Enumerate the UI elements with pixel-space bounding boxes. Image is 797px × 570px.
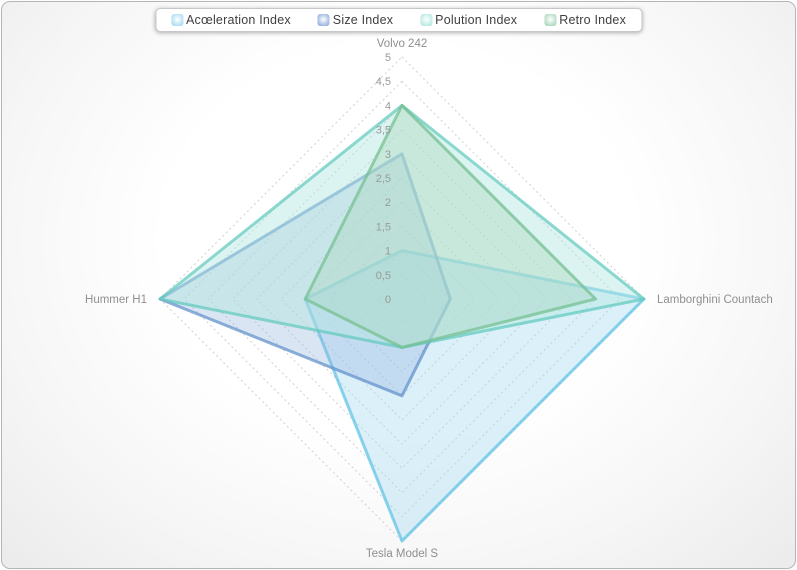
grid-ring: [256, 153, 548, 445]
legend-item-label: Polution Index: [435, 13, 518, 27]
legend-swatch-icon: [170, 14, 183, 26]
legend-swatch-icon: [420, 14, 433, 26]
legend-item-retro-index[interactable]: Retro Index: [544, 13, 626, 27]
tick-label: 5: [385, 52, 391, 64]
grid-ring: [328, 225, 476, 373]
tick-label: 4,5: [376, 76, 391, 88]
tick-label: 0: [385, 294, 391, 306]
grid-ring: [159, 56, 645, 542]
grid-ring: [280, 177, 524, 421]
chart-legend: Acœleration Index Size Index Polution Inde…: [154, 8, 643, 32]
grid-ring: [183, 80, 621, 518]
legend-item-polution-index[interactable]: Polution Index: [420, 13, 517, 27]
legend-item-label: Size Index: [332, 13, 394, 27]
tick-label: 1: [385, 246, 391, 258]
axis-label-tesla-model-s: Tesla Model S: [366, 548, 439, 560]
tick-label: 2: [385, 197, 391, 209]
legend-swatch-icon: [544, 14, 557, 26]
tick-label: 2,5: [376, 173, 391, 185]
tick-label: 3,5: [376, 125, 391, 137]
legend-item-size-index[interactable]: Size Index: [317, 13, 394, 27]
series-retro-index: [303, 103, 598, 349]
axis-label-hummer-h1: Hummer H1: [85, 294, 147, 306]
legend-item-label: Retro Index: [559, 13, 627, 27]
tick-label: 3: [385, 149, 391, 161]
tick-label: 1,5: [376, 221, 391, 233]
legend-item-ac-leration-index[interactable]: Acœleration Index: [170, 13, 291, 27]
axis-label-lamborghini-countach: Lamborghini Countach: [657, 294, 773, 306]
series-ac-leration-index: [303, 249, 646, 543]
tick-label: 4: [385, 100, 391, 112]
tick-label: 0,5: [376, 270, 391, 282]
axis-label-volvo-242: Volvo 242: [377, 38, 428, 50]
grid-ring: [304, 201, 500, 397]
legend-item-label: Acœleration Index: [185, 13, 291, 27]
legend-swatch-icon: [317, 14, 330, 26]
